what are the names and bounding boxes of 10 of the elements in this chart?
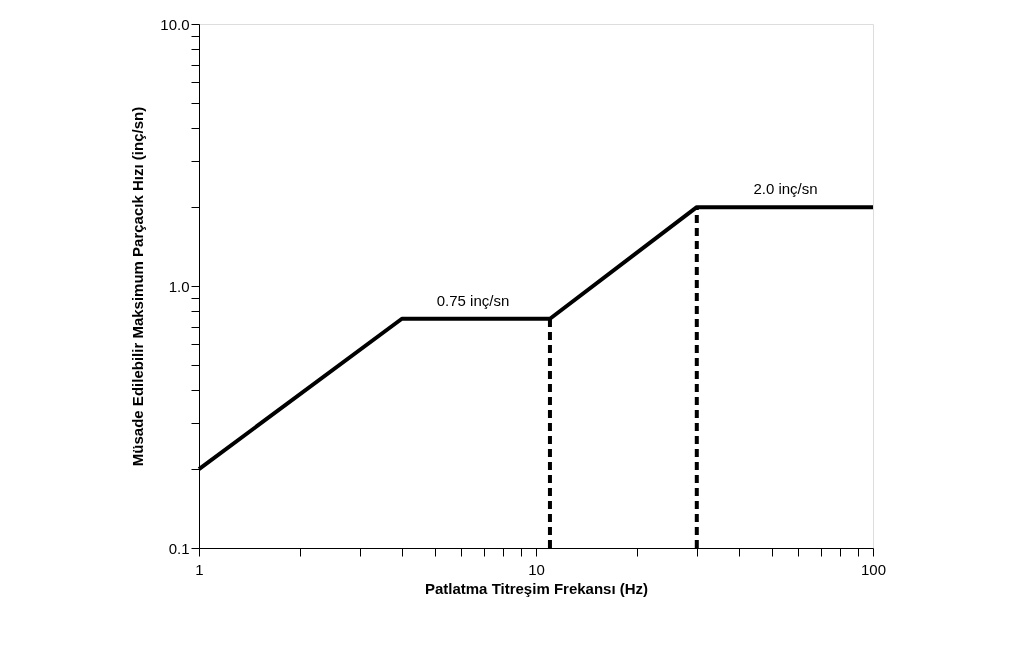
annotation: 2.0 inç/sn	[753, 180, 818, 198]
y-tick-label: 1.0	[168, 277, 190, 295]
x-tick-label: 1	[195, 560, 204, 578]
y-axis-title: Müsade Edilebilir Maksimum Parçacık Hızı (inç/sn)	[129, 106, 147, 467]
y-tick-label: 10.0	[160, 15, 190, 33]
y-tick-label: 0.1	[168, 539, 190, 557]
x-tick-label: 100	[860, 560, 887, 578]
annotation: 0.75 inç/sn	[436, 291, 510, 309]
x-tick-label: 10	[528, 560, 545, 578]
x-axis-title: Patlatma Titreşim Frekansı (Hz)	[424, 579, 649, 597]
